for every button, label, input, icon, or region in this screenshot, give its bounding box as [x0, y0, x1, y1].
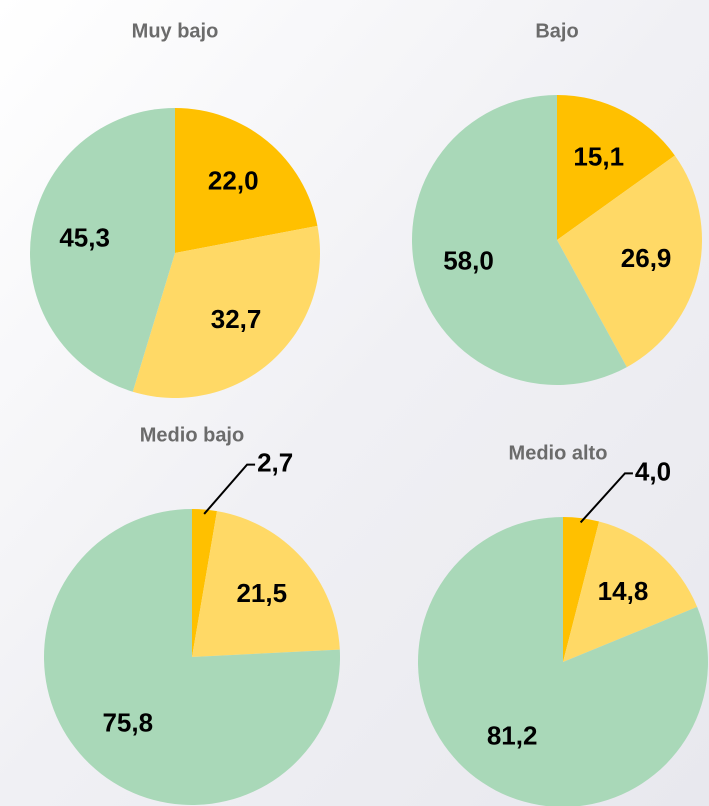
pie-title: Medio bajo — [140, 424, 244, 446]
pie-slice — [418, 517, 708, 806]
leader-line — [203, 463, 256, 515]
pie-slice — [563, 517, 600, 662]
pie-slice — [192, 509, 217, 657]
pie-title: Medio alto — [509, 442, 608, 464]
pie-slice — [563, 521, 698, 662]
pie-slice — [557, 155, 702, 368]
data-label: 58,0 — [443, 246, 494, 276]
data-label: 26,9 — [621, 243, 672, 273]
pie-slice — [411, 95, 627, 386]
pie-title: Bajo — [535, 20, 578, 42]
pie-slice — [557, 95, 675, 240]
data-label: 14,8 — [598, 576, 649, 606]
leader-line — [579, 472, 633, 524]
data-label: 21,5 — [236, 578, 287, 608]
pie-slice — [132, 225, 320, 398]
pie-slice — [44, 509, 340, 806]
pie-slice — [175, 108, 318, 253]
pie-title: Muy bajo — [132, 20, 219, 42]
pie-slice — [192, 511, 340, 657]
data-label: 32,7 — [211, 304, 262, 334]
data-label: 15,1 — [573, 142, 624, 172]
data-label: 22,0 — [208, 165, 259, 195]
pie-slice — [30, 108, 176, 392]
data-label: 2,7 — [257, 448, 293, 478]
data-label: 4,0 — [635, 456, 671, 486]
data-label: 45,3 — [59, 222, 110, 252]
data-label: 75,8 — [102, 707, 153, 737]
data-label: 81,2 — [487, 721, 538, 751]
